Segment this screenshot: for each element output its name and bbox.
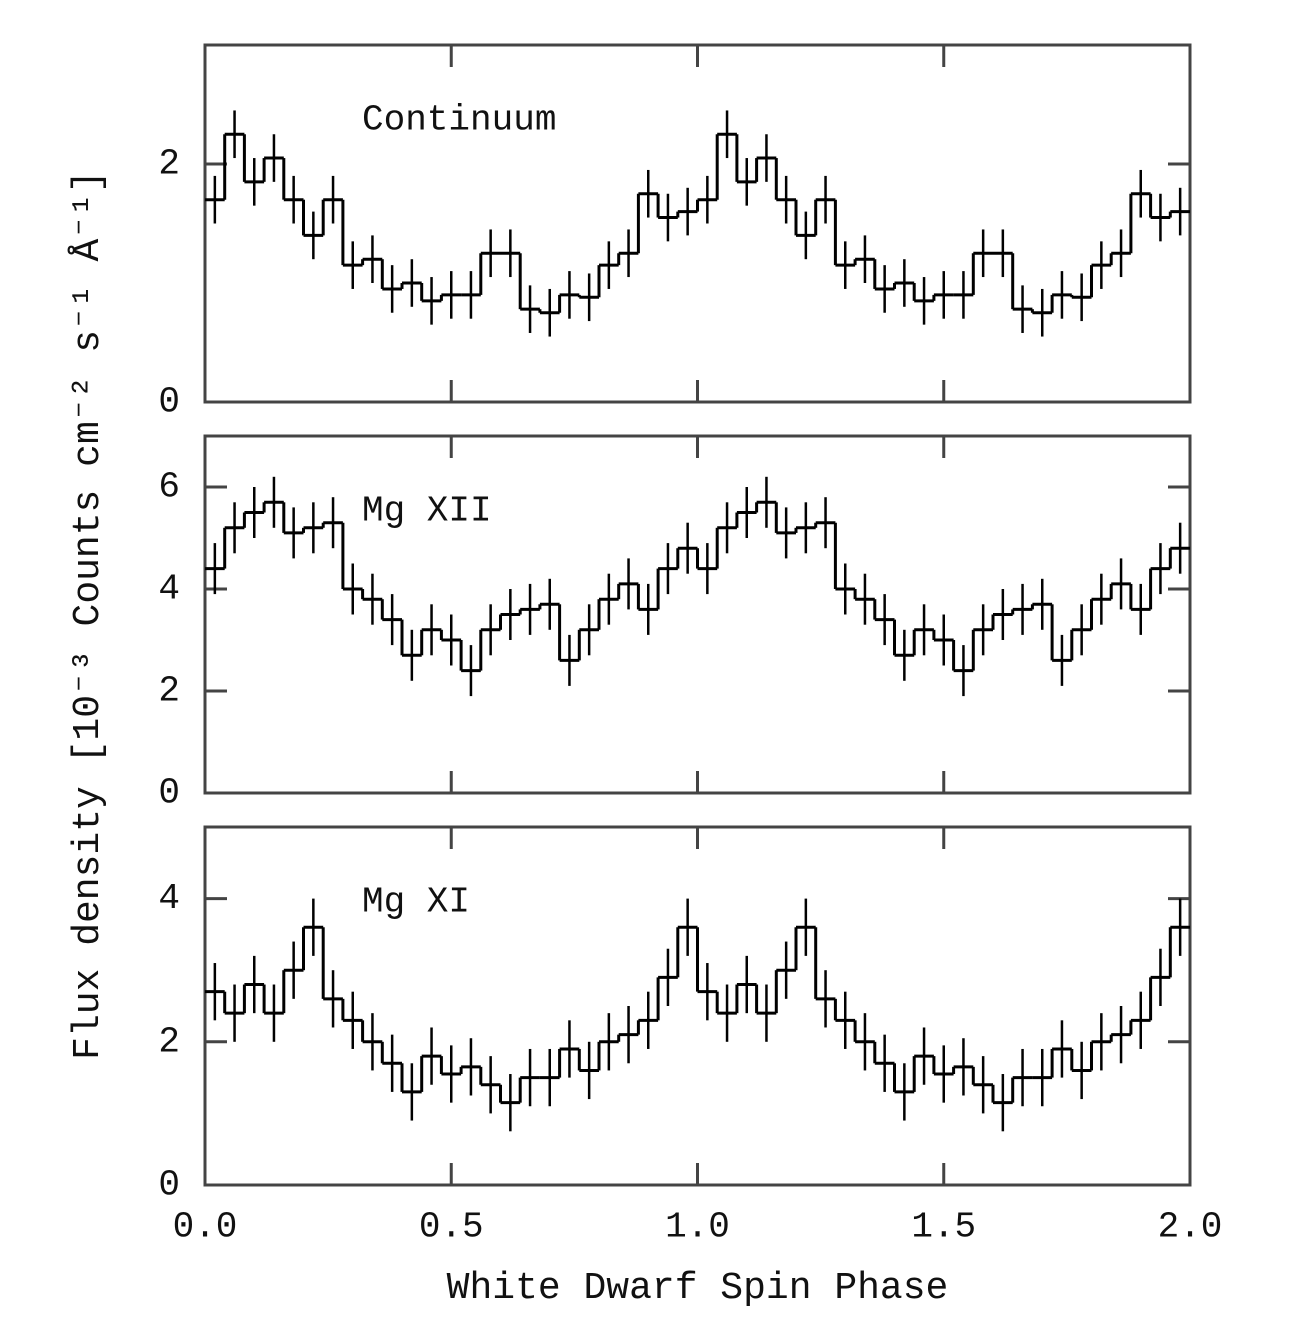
x-tick-label: 0.5 bbox=[419, 1207, 484, 1248]
panel-label: Continuum bbox=[362, 100, 556, 141]
y-tick-label: 2 bbox=[158, 144, 180, 185]
x-tick-label: 1.5 bbox=[911, 1207, 976, 1248]
y-tick-label: 0 bbox=[158, 382, 180, 423]
x-axis-title: White Dwarf Spin Phase bbox=[447, 1267, 949, 1310]
x-tick-label: 0.0 bbox=[173, 1207, 238, 1248]
y-tick-label: 4 bbox=[158, 569, 180, 610]
y-tick-label: 6 bbox=[158, 467, 180, 508]
panel-label: Mg XII bbox=[362, 491, 492, 532]
y-tick-label: 0 bbox=[158, 1165, 180, 1206]
x-tick-label: 1.0 bbox=[665, 1207, 730, 1248]
y-tick-label: 2 bbox=[158, 1021, 180, 1062]
y-tick-label: 0 bbox=[158, 773, 180, 814]
panel-label: Mg XI bbox=[362, 882, 470, 923]
y-tick-label: 2 bbox=[158, 671, 180, 712]
plot-frame bbox=[203, 43, 1192, 404]
y-axis-title: Flux density [10⁻³ Counts cm⁻² s⁻¹ Å⁻¹] bbox=[67, 170, 110, 1060]
x-tick-label: 2.0 bbox=[1158, 1207, 1223, 1248]
y-tick-label: 4 bbox=[158, 878, 180, 919]
